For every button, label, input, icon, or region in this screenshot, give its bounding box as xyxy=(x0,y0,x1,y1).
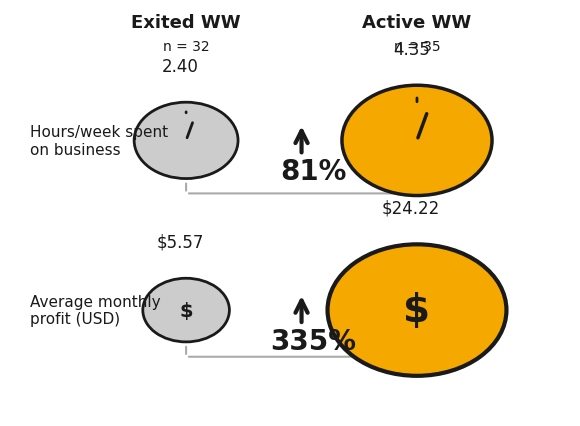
Text: 4.35: 4.35 xyxy=(393,40,430,58)
Circle shape xyxy=(342,86,492,196)
Text: Exited WW: Exited WW xyxy=(131,14,241,32)
Text: $24.22: $24.22 xyxy=(382,199,440,217)
Text: 335%: 335% xyxy=(270,327,356,355)
Text: $5.57: $5.57 xyxy=(157,233,204,251)
Text: Active WW: Active WW xyxy=(362,14,472,32)
Text: n = 32: n = 32 xyxy=(163,40,209,53)
Text: Average monthly
profit (USD): Average monthly profit (USD) xyxy=(30,294,161,326)
Text: Hours/week spent
on business: Hours/week spent on business xyxy=(30,125,168,157)
Text: n = 35: n = 35 xyxy=(394,40,440,53)
Circle shape xyxy=(328,245,506,376)
Circle shape xyxy=(143,279,230,342)
Text: $: $ xyxy=(179,301,193,320)
Text: 2.40: 2.40 xyxy=(162,58,199,75)
Text: $: $ xyxy=(404,291,430,329)
Circle shape xyxy=(134,103,238,179)
Text: 81%: 81% xyxy=(280,158,346,186)
